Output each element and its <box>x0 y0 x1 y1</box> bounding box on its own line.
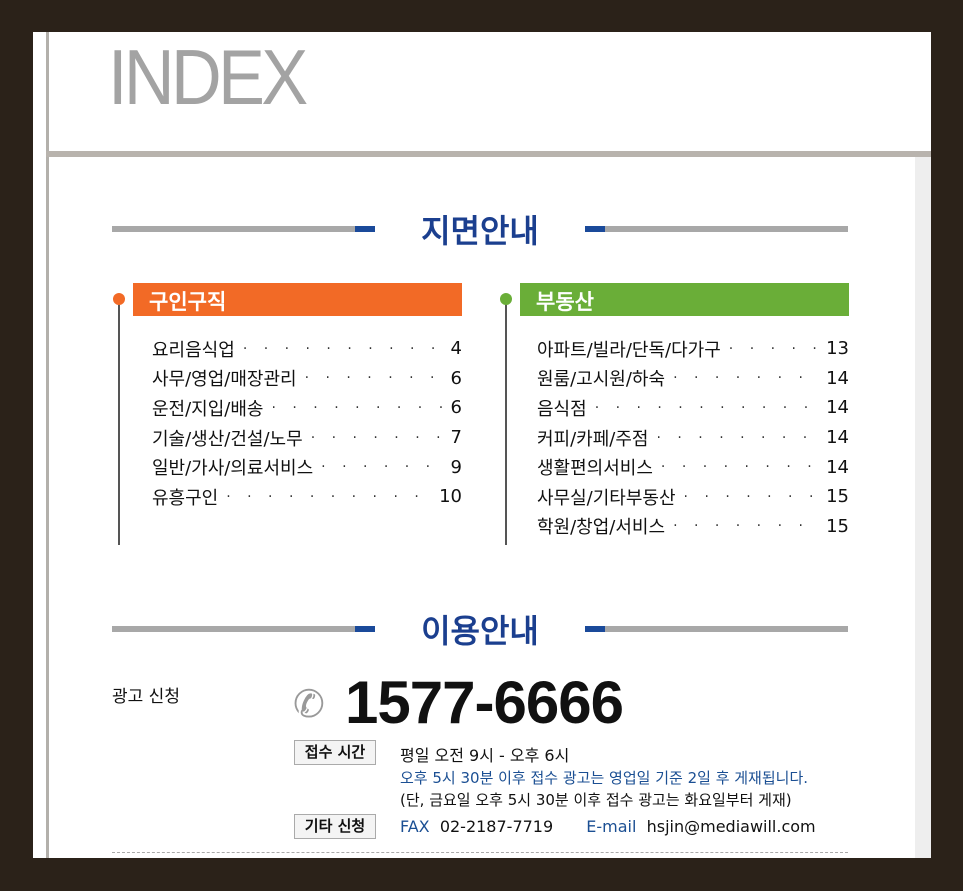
item-label: 생활편의서비스 <box>537 458 653 480</box>
email-link[interactable]: hsjin@mediawill.com <box>646 817 816 836</box>
fax-label: FAX <box>400 817 430 836</box>
margin-line <box>46 32 49 858</box>
hours-text: 평일 오전 9시 - 오후 6시 <box>400 746 570 765</box>
section-title: 이용안내 <box>421 612 539 650</box>
fax-number: 02-2187-7719 <box>439 817 554 836</box>
item-label: 유흥구인 <box>152 487 219 509</box>
item-page: 13 <box>826 338 849 360</box>
list-item: 학원/창업/서비스· · · · · · · · · · · · · · · ·… <box>537 512 849 542</box>
right-margin <box>915 157 931 858</box>
phone-number: 1577-6666 <box>345 669 624 736</box>
page-title: INDEX <box>108 33 308 121</box>
item-label: 운전/지입/배송 <box>152 398 264 420</box>
list-item: 사무실/기타부동산· · · · · · · · · · · · · · · ·… <box>537 482 849 512</box>
section-header-usage: 이용안내 <box>112 610 848 650</box>
list-item: 아파트/빌라/단독/다가구· · · · · · · · · · · · · ·… <box>537 334 849 364</box>
item-page: 7 <box>450 427 462 449</box>
header-divider <box>46 151 931 157</box>
hours-badge: 접수 시간 <box>294 740 376 765</box>
phone-icon: ✆ <box>293 682 325 726</box>
list-item: 생활편의서비스· · · · · · · · · · · · · · · · ·… <box>537 452 849 482</box>
item-page: 6 <box>450 397 462 419</box>
item-page: 14 <box>826 456 849 478</box>
section-header-index: 지면안내 <box>112 210 848 250</box>
item-label: 학원/창업/서비스 <box>537 517 666 539</box>
list-item: 원룸/고시원/하숙· · · · · · · · · · · · · · · ·… <box>537 364 849 394</box>
list-item: 운전/지입/배송· · · · · · · · · · · · · · · · … <box>152 393 462 423</box>
section-title: 지면안내 <box>421 212 539 250</box>
list-item: 일반/가사/의료서비스· · · · · · · · · · · · · · ·… <box>152 452 462 482</box>
list-item: 사무/영업/매장관리· · · · · · · · · · · · · · · … <box>152 364 462 394</box>
note-text: 오후 5시 30분 이후 접수 광고는 영업일 기준 2일 후 게재됩니다. <box>400 769 809 787</box>
list-item: 기술/생산/건설/노무· · · · · · · · · · · · · · ·… <box>152 423 462 453</box>
item-label: 음식점 <box>537 398 587 420</box>
jobs-header: 구인구직 <box>133 283 462 316</box>
divider <box>112 852 848 853</box>
item-page: 14 <box>826 367 849 389</box>
item-page: 9 <box>450 456 462 478</box>
item-label: 기술/생산/건설/노무 <box>152 428 303 450</box>
item-label: 아파트/빌라/단독/다가구 <box>537 339 721 361</box>
ad-apply-label: 광고 신청 <box>112 687 180 707</box>
other-badge: 기타 신청 <box>294 814 376 839</box>
note-text-2: (단, 금요일 오후 5시 30분 이후 접수 광고는 화요일부터 게재) <box>400 791 792 809</box>
item-page: 14 <box>826 397 849 419</box>
list-item: 유흥구인· · · · · · · · · · · · · · · · · ·1… <box>152 482 462 512</box>
list-item: 음식점· · · · · · · · · · · · · · · · · ·14 <box>537 393 849 423</box>
item-page: 15 <box>826 515 849 537</box>
item-page: 15 <box>826 486 849 508</box>
item-page: 14 <box>826 427 849 449</box>
item-label: 사무/영업/매장관리 <box>152 369 297 391</box>
index-page: INDEX 지면안내 구인구직 요리음식업 · · · · · · · · · ·… <box>33 32 931 858</box>
email-label: E-mail <box>586 817 637 836</box>
item-label: 커피/카페/주점 <box>537 428 649 450</box>
item-label: 원룸/고시원/하숙 <box>537 369 666 391</box>
item-page: 10 <box>439 486 462 508</box>
item-label: 사무실/기타부동산 <box>537 487 676 509</box>
item-page: 4 <box>450 338 462 360</box>
list-item: 커피/카페/주점· · · · · · · · · · · · · · · · … <box>537 423 849 453</box>
list-item: 요리음식업· · · · · · · · · · · · · · · · · ·… <box>152 334 462 364</box>
item-label: 일반/가사/의료서비스 <box>152 458 314 480</box>
item-label: 요리음식업 <box>152 339 235 361</box>
realestate-header: 부동산 <box>520 283 849 316</box>
item-page: 6 <box>450 367 462 389</box>
